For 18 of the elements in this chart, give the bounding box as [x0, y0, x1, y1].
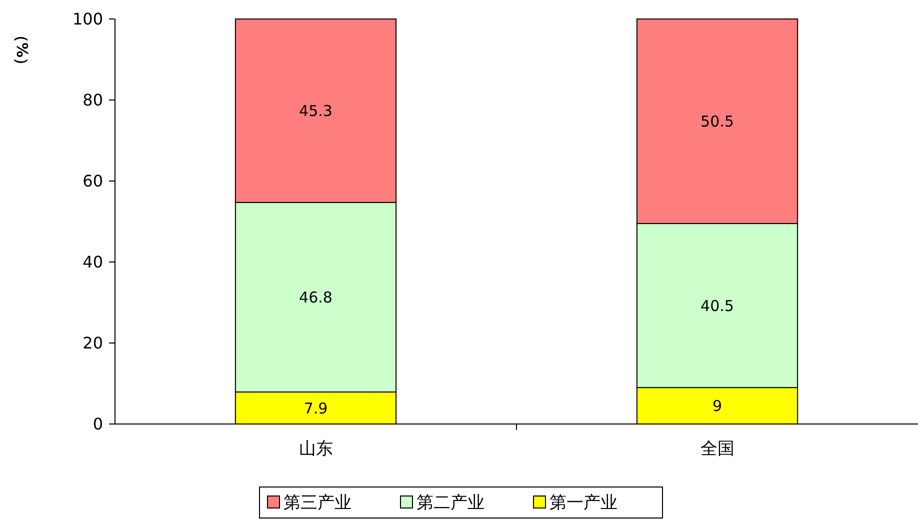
y-tick-label: 60 [82, 172, 103, 191]
y-tick-label: 0 [92, 414, 103, 434]
data-label: 7.9 [304, 399, 328, 418]
legend-label: 第二产业 [416, 492, 484, 513]
x-tick-label: 山东 [298, 439, 333, 459]
legend-label: 第一产业 [550, 492, 618, 513]
x-tick-label: 全国 [700, 439, 734, 459]
y-tick-label: 80 [82, 90, 103, 110]
data-label: 45.3 [299, 102, 332, 120]
y-tick-label: 100 [72, 10, 103, 29]
data-label: 9 [712, 397, 722, 416]
y-tick-label: 40 [82, 252, 103, 272]
data-label: 46.8 [299, 288, 332, 306]
data-label: 50.5 [700, 112, 734, 131]
legend-label: 第三产业 [284, 492, 352, 513]
y-axis-title: （%） [12, 27, 31, 73]
data-label: 40.5 [700, 296, 734, 315]
y-tick-label: 20 [82, 334, 103, 353]
